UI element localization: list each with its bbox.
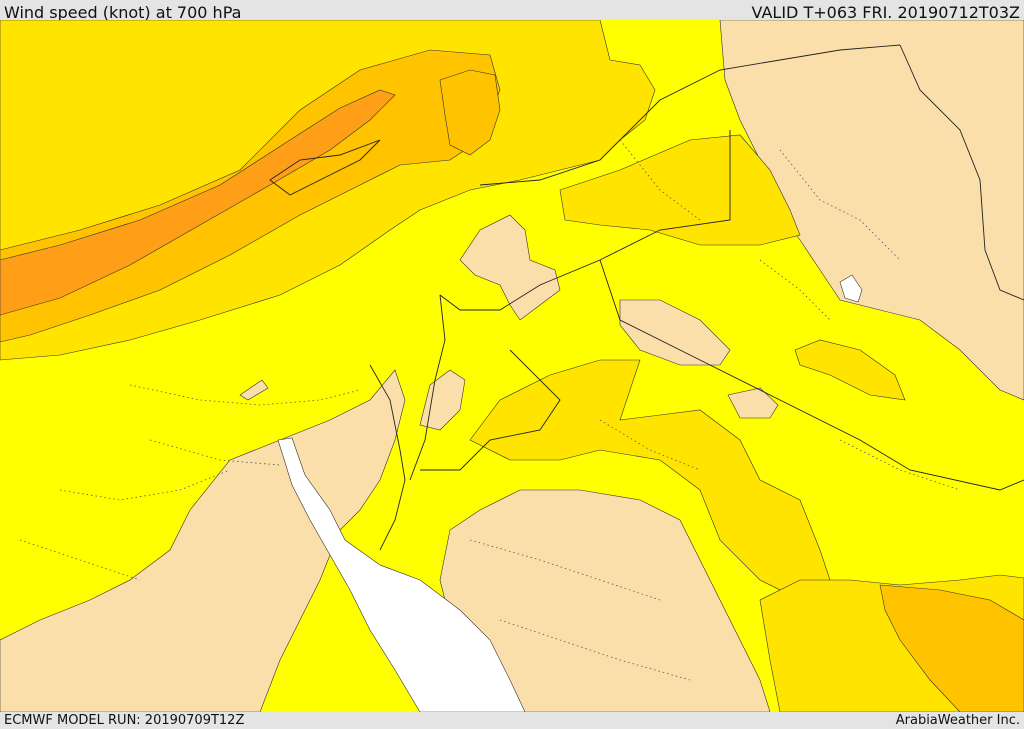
wind-band-jordan-mid bbox=[469, 359, 831, 601]
wind-band-iraq-low-patch bbox=[619, 299, 731, 366]
cyprus-island bbox=[269, 139, 381, 196]
wind-band-levant-low bbox=[459, 214, 561, 321]
nile-delta-lake bbox=[239, 379, 269, 401]
brand-credit: ArabiaWeather Inc. bbox=[895, 713, 1020, 728]
wind-band-small-low bbox=[727, 387, 779, 419]
wind-band-levant-high bbox=[439, 69, 501, 156]
wind-band-syria-mid bbox=[559, 134, 801, 246]
red-sea bbox=[277, 437, 526, 712]
header-bar: Wind speed (knot) at 700 hPa VALID T+063… bbox=[0, 0, 1024, 22]
iraq-lake bbox=[839, 274, 863, 303]
wind-band-east-low bbox=[719, 20, 1024, 401]
country-borders bbox=[369, 44, 1024, 551]
province-boundaries bbox=[19, 139, 961, 681]
wind-band-egypt-low bbox=[0, 369, 406, 712]
wind-band-jet-core bbox=[0, 89, 396, 316]
map-title: Wind speed (knot) at 700 hPa bbox=[4, 3, 242, 22]
wind-band-southeast-high bbox=[879, 584, 1024, 712]
wind-band-west-jordan-low bbox=[419, 369, 466, 431]
wind-band-iraq-mid bbox=[794, 339, 906, 401]
wind-speed-map[interactable] bbox=[0, 20, 1024, 712]
valid-time: VALID T+063 FRI. 20190712T03Z bbox=[751, 3, 1020, 22]
model-run: ECMWF MODEL RUN: 20190709T12Z bbox=[4, 713, 245, 728]
footer-bar: ECMWF MODEL RUN: 20190709T12Z ArabiaWeat… bbox=[0, 712, 1024, 729]
